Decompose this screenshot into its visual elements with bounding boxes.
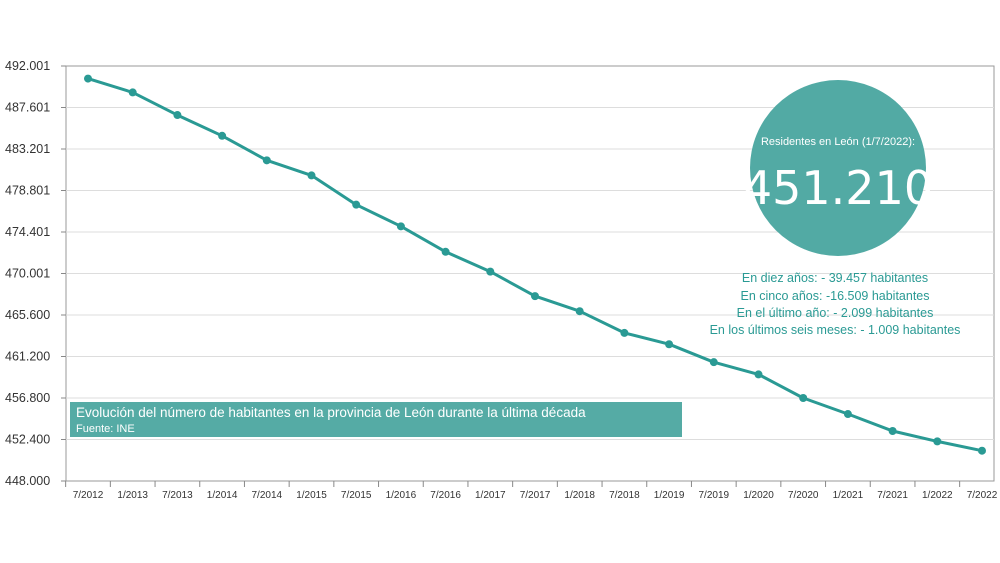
y-tick-label: 465.600 — [5, 308, 50, 322]
y-axis-ticks: 492.001 487.601 483.201 478.801 474.401 470.0… — [5, 59, 66, 488]
data-point — [978, 446, 986, 455]
data-point — [754, 370, 763, 379]
y-tick-label: 492.001 — [5, 59, 50, 73]
stat-last-six-months: En los últimos seis meses: - 1.009 habit… — [710, 323, 961, 337]
x-tick-label: 7/2013 — [162, 490, 193, 501]
data-point — [933, 437, 942, 446]
data-point — [799, 394, 808, 403]
x-tick-label: 7/2014 — [252, 490, 283, 501]
y-tick-label: 478.801 — [5, 183, 50, 197]
summary-circle-value: 451.210 — [743, 161, 933, 215]
x-tick-label: 1/2018 — [564, 490, 595, 501]
x-tick-label: 1/2017 — [475, 490, 506, 501]
summary-circle-label: Residentes en León (1/7/2022): — [761, 136, 915, 148]
data-point — [620, 328, 629, 337]
data-point — [575, 307, 584, 316]
stat-five-years: En cinco años: -16.509 habitantes — [740, 289, 929, 303]
data-point — [709, 358, 718, 367]
x-tick-label: 1/2013 — [117, 490, 148, 501]
data-point — [352, 200, 361, 209]
x-tick-label: 7/2022 — [967, 490, 998, 501]
x-tick-label: 7/2020 — [788, 490, 819, 501]
y-tick-label: 452.400 — [5, 433, 50, 447]
x-tick-label: 7/2017 — [520, 490, 551, 501]
chart-title: Evolución del número de habitantes en la… — [76, 405, 586, 420]
x-tick-label: 7/2021 — [877, 490, 908, 501]
series-points — [84, 74, 986, 455]
x-tick-label: 7/2012 — [73, 490, 104, 501]
chart-source: Fuente: INE — [76, 423, 135, 435]
x-tick-label: 1/2016 — [386, 490, 417, 501]
data-point — [843, 410, 852, 419]
x-tick-label: 7/2019 — [699, 490, 730, 501]
x-tick-label: 1/2020 — [743, 490, 774, 501]
y-tick-label: 474.401 — [5, 225, 50, 239]
y-tick-label: 470.001 — [5, 266, 50, 280]
data-point — [441, 247, 450, 256]
data-point — [173, 111, 182, 120]
y-tick-label: 461.200 — [5, 350, 50, 364]
stat-ten-years: En diez años: - 39.457 habitantes — [742, 271, 928, 285]
y-tick-label: 456.800 — [5, 391, 50, 405]
x-tick-label: 1/2015 — [296, 490, 327, 501]
x-axis-ticks: 7/2012 1/2013 7/2013 1/2014 7/2014 1/2015 7/20… — [65, 481, 998, 501]
data-point — [531, 292, 539, 301]
x-tick-label: 1/2019 — [654, 490, 685, 501]
x-tick-label: 1/2022 — [922, 490, 953, 501]
y-tick-label: 483.201 — [5, 142, 50, 156]
summary-circle — [750, 80, 926, 256]
data-point — [888, 427, 897, 436]
stat-last-year: En el último año: - 2.099 habitantes — [737, 306, 934, 320]
x-tick-label: 1/2021 — [833, 490, 864, 501]
x-tick-label: 1/2014 — [207, 490, 238, 501]
data-point — [84, 74, 92, 83]
data-point — [262, 156, 271, 165]
x-tick-label: 7/2015 — [341, 490, 372, 501]
y-tick-label: 448.000 — [5, 474, 50, 488]
data-point — [396, 222, 405, 231]
data-point — [218, 131, 227, 140]
x-tick-label: 7/2016 — [430, 490, 461, 501]
x-tick-label: 7/2018 — [609, 490, 640, 501]
data-point — [128, 88, 137, 97]
data-point — [665, 340, 674, 349]
y-tick-label: 487.601 — [5, 100, 50, 114]
data-point — [307, 171, 316, 180]
data-point — [486, 267, 495, 276]
caption-box — [70, 402, 682, 437]
